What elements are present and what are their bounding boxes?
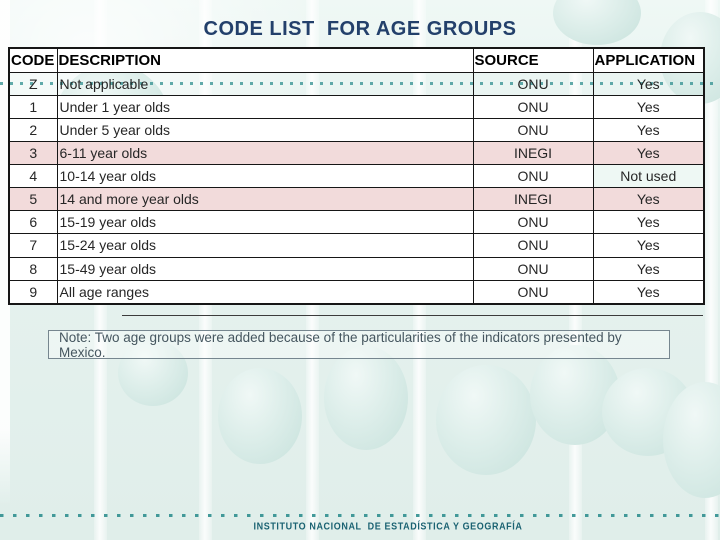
abacus-bead	[436, 365, 536, 475]
cell-source: INEGI	[472, 187, 594, 212]
cell-description: 15-49 year olds	[56, 256, 474, 281]
column-header-code: CODE	[8, 47, 58, 73]
cell-source: ONU	[472, 233, 594, 258]
cell-code: 3	[8, 140, 58, 166]
cell-description: Not applicable	[56, 71, 474, 96]
cell-source: ONU	[472, 71, 594, 96]
cell-code: 2	[8, 117, 58, 142]
cell-application: Yes	[592, 71, 705, 96]
column-header-description: DESCRIPTION	[56, 47, 474, 73]
separator-line	[122, 315, 703, 316]
note-box: Note: Two age groups were added because …	[48, 329, 670, 360]
cell-application: Yes	[592, 140, 705, 166]
cell-application: Yes	[592, 94, 705, 119]
cell-source: ONU	[472, 256, 594, 281]
page-title: CODE LIST FOR AGE GROUPS	[203, 18, 517, 40]
cell-application: Yes	[592, 117, 705, 142]
inegi-logo-text: INSTITUTO NACIONAL DE ESTADÍSTICA Y GEOG…	[253, 520, 523, 532]
cell-code: 9	[8, 279, 58, 305]
table-body: Z Not applicable ONU Yes 1 Under 1 year olds O…	[8, 71, 705, 305]
cell-code: 4	[8, 163, 58, 189]
cell-description: Under 5 year olds	[56, 117, 474, 142]
table-row: 9 All age ranges ONU Yes	[8, 279, 705, 305]
table-row: 3 6-11 year olds INEGI Yes	[8, 140, 705, 166]
table-row: 5 14 and more year olds INEGI Yes	[8, 187, 705, 212]
cell-description: 14 and more year olds	[56, 187, 474, 212]
cell-source: ONU	[472, 279, 594, 305]
abacus-bead	[218, 368, 302, 464]
cell-description: 6-11 year olds	[56, 140, 474, 166]
abacus-bead	[324, 346, 408, 450]
table-row: 4 10-14 year olds ONU Not used	[8, 163, 705, 189]
cell-description: Under 1 year olds	[56, 94, 474, 119]
table-row: 2 Under 5 year olds ONU Yes	[8, 117, 705, 142]
cell-source: ONU	[472, 117, 594, 142]
cell-code: 1	[8, 94, 58, 119]
cell-application: Yes	[592, 187, 705, 212]
cell-description: 15-24 year olds	[56, 233, 474, 258]
cell-description: All age ranges	[56, 279, 474, 305]
dotted-line-bottom	[0, 514, 720, 517]
column-header-application: APPLICATION	[592, 47, 705, 73]
cell-source: ONU	[472, 94, 594, 119]
cell-application: Yes	[592, 279, 705, 305]
cell-description: 15-19 year olds	[56, 210, 474, 235]
table-row: 8 15-49 year olds ONU Yes	[8, 256, 705, 281]
table-header-row: CODE DESCRIPTION SOURCE APPLICATION	[8, 47, 705, 73]
column-header-source: SOURCE	[472, 47, 594, 73]
cell-application: Yes	[592, 233, 705, 258]
table-row: Z Not applicable ONU Yes	[8, 71, 705, 96]
left-edge-stripe	[0, 0, 10, 505]
cell-code: 7	[8, 233, 58, 258]
age-groups-table: CODE DESCRIPTION SOURCE APPLICATION Z Not ap…	[8, 47, 705, 305]
cell-source: INEGI	[472, 140, 594, 166]
cell-application: Yes	[592, 210, 705, 235]
table-row: 7 15-24 year olds ONU Yes	[8, 233, 705, 258]
cell-description: 10-14 year olds	[56, 163, 474, 189]
cell-code: Z	[8, 71, 58, 96]
cell-code: 8	[8, 256, 58, 281]
table-row: 1 Under 1 year olds ONU Yes	[8, 94, 705, 119]
cell-code: 6	[8, 210, 58, 235]
cell-application: Not used	[592, 163, 705, 189]
abacus-bead	[118, 340, 188, 406]
table-row: 6 15-19 year olds ONU Yes	[8, 210, 705, 235]
cell-source: ONU	[472, 210, 594, 235]
note-text: Note: Two age groups were added because …	[59, 329, 622, 360]
cell-application: Yes	[592, 256, 705, 281]
cell-code: 5	[8, 187, 58, 212]
cell-source: ONU	[472, 163, 594, 189]
